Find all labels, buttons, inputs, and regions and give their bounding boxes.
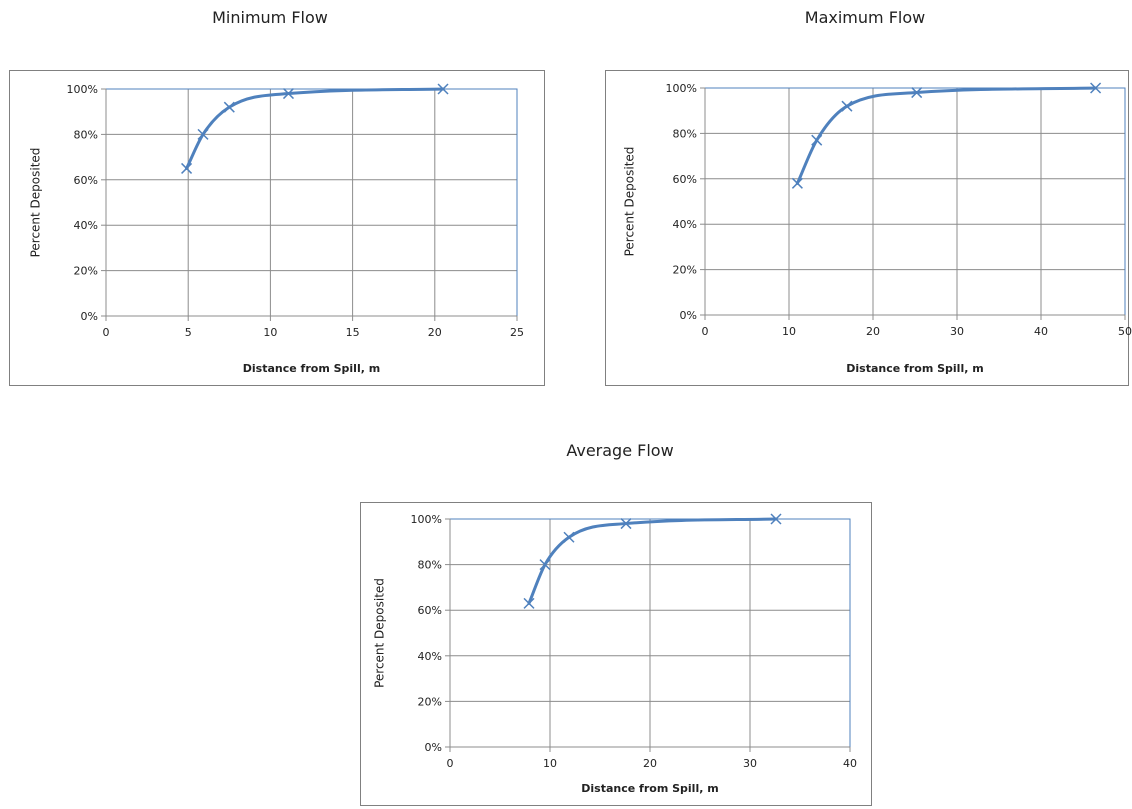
data-point-marker	[791, 177, 803, 189]
y-axis-label: Percent Deposited	[623, 147, 637, 257]
data-point-marker	[811, 134, 823, 146]
data-point-marker	[181, 162, 193, 174]
x-tick-label: 40	[843, 757, 857, 770]
chart-title-maximum-flow: Maximum Flow	[804, 8, 926, 27]
series-line	[527, 517, 778, 605]
data-point-marker	[911, 87, 923, 99]
y-tick-label: 20%	[74, 265, 98, 278]
chart-svg-maximum-flow: 0 10 20 30 40 50 0% 20% 40% 60% 80% 100% Distance fr…	[623, 82, 1132, 375]
y-tick-label: 60%	[74, 174, 98, 187]
y-tick-label: 60%	[418, 604, 442, 617]
y-tick-label: 60%	[673, 173, 697, 186]
series-line	[795, 86, 1098, 185]
x-tick-label: 15	[346, 326, 360, 339]
series-line	[185, 87, 445, 170]
y-tick-label: 40%	[418, 650, 442, 663]
data-point-marker	[197, 128, 209, 140]
y-tick-label: 40%	[673, 218, 697, 231]
data-point-marker	[841, 100, 853, 112]
data-point-marker	[539, 559, 551, 571]
x-axis-label: Distance from Spill, m	[581, 782, 718, 795]
data-point-marker	[523, 597, 535, 609]
y-tick-label: 20%	[673, 264, 697, 277]
x-tick-label: 20	[428, 326, 442, 339]
chart-title-average-flow: Average Flow	[566, 441, 674, 460]
x-tick-label: 20	[866, 325, 880, 338]
x-axis-label: Distance from Spill, m	[846, 362, 983, 375]
data-point-marker	[770, 513, 782, 525]
chart-svg-minimum-flow: 0 5 10 15 20 25 0% 20% 40% 60% 80% 100% Distance fro…	[29, 83, 525, 375]
x-tick-label: 30	[743, 757, 757, 770]
y-tick-label: 20%	[418, 695, 442, 708]
data-point-marker	[223, 101, 235, 113]
plot-area-border	[704, 87, 1126, 316]
y-tick-label: 40%	[74, 219, 98, 232]
y-tick-label: 0%	[680, 309, 697, 322]
data-point-marker	[563, 531, 575, 543]
y-tick-label: 100%	[411, 513, 442, 526]
y-tick-label: 100%	[67, 83, 98, 96]
data-point-marker	[282, 88, 295, 100]
y-tick-label: 80%	[74, 128, 98, 141]
x-tick-label: 10	[263, 326, 277, 339]
plot-area-border	[105, 88, 518, 317]
y-tick-label: 80%	[673, 127, 697, 140]
y-tick-label: 0%	[425, 741, 442, 754]
y-tick-label: 0%	[81, 310, 98, 323]
x-tick-label: 0	[447, 757, 454, 770]
x-tick-label: 5	[185, 326, 192, 339]
x-axis-label: Distance from Spill, m	[243, 362, 380, 375]
chart-title-minimum-flow: Minimum Flow	[212, 8, 328, 27]
x-tick-label: 10	[782, 325, 796, 338]
y-tick-label: 80%	[418, 559, 442, 572]
y-axis-label: Percent Deposited	[29, 148, 43, 258]
data-point-marker	[1090, 82, 1102, 94]
x-tick-label: 0	[103, 326, 110, 339]
data-point-marker	[437, 83, 449, 95]
x-tick-label: 40	[1034, 325, 1048, 338]
x-tick-label: 25	[510, 326, 524, 339]
x-tick-label: 50	[1118, 325, 1132, 338]
chart-frame-minimum-flow: 0 5 10 15 20 25 0% 20% 40% 60% 80% 100% Distance fro…	[9, 70, 545, 386]
chart-svg-average-flow: 0 10 20 30 40 0% 20% 40% 60% 80% 100% Distance from…	[373, 513, 858, 795]
y-axis-label: Percent Deposited	[373, 578, 387, 688]
chart-frame-average-flow: 0 10 20 30 40 0% 20% 40% 60% 80% 100% Distance from…	[360, 502, 872, 806]
x-tick-label: 20	[643, 757, 657, 770]
data-point-marker	[620, 518, 632, 530]
x-tick-label: 0	[702, 325, 709, 338]
y-tick-label: 100%	[666, 82, 697, 95]
x-tick-label: 30	[950, 325, 964, 338]
chart-frame-maximum-flow: 0 10 20 30 40 50 0% 20% 40% 60% 80% 100% Distance fr…	[605, 70, 1132, 386]
x-tick-label: 10	[543, 757, 557, 770]
